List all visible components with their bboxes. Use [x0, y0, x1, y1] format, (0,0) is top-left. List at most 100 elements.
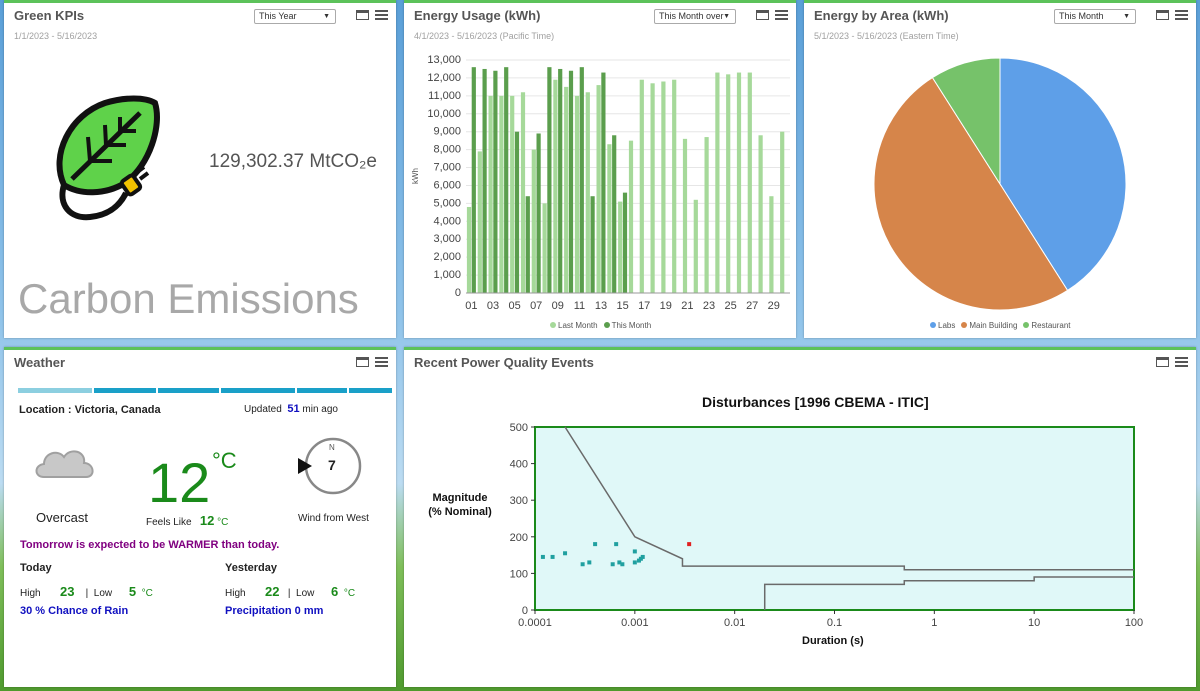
y-tick-label: 5,000	[433, 197, 461, 209]
bar-last-month	[628, 140, 634, 293]
leaf-plug-icon	[56, 95, 160, 221]
y-tick-label: 300	[510, 495, 528, 507]
period-dropdown[interactable]: This Month over ▼	[654, 9, 736, 24]
bar-this-month	[471, 67, 476, 293]
updated-value: 51	[287, 403, 300, 415]
maximize-icon[interactable]	[756, 10, 769, 20]
x-tick-label: 11	[574, 300, 585, 312]
legend-main-building: Main Building	[961, 321, 1017, 330]
chevron-down-icon: ▼	[723, 13, 730, 20]
forecast-text: Tomorrow is expected to be WARMER than t…	[20, 539, 280, 551]
x-tick-label: 25	[724, 300, 736, 312]
period-dropdown[interactable]: This Year ▼	[254, 9, 336, 24]
panel-title: Energy Usage (kWh)	[414, 8, 541, 23]
x-tick-label: 17	[638, 300, 650, 312]
date-range: 1/1/2023 - 5/16/2023	[14, 31, 98, 41]
updated-info: Updated 51 min ago	[244, 403, 338, 415]
x-tick-label: 03	[487, 300, 499, 312]
bar-this-month	[482, 68, 487, 293]
plot-area	[534, 426, 1135, 611]
event-point	[610, 562, 615, 567]
bar-last-month	[488, 95, 493, 293]
period-dropdown[interactable]: This Month ▼	[1054, 9, 1136, 24]
alert-event-point	[687, 542, 692, 547]
bar-last-month	[477, 151, 482, 293]
y-tick-label: 11,000	[428, 90, 461, 102]
bar-last-month	[693, 199, 698, 293]
menu-icon[interactable]	[1175, 10, 1188, 20]
bar-last-month	[553, 79, 558, 293]
weather-panel: Weather Location : Victoria, Canada Upda…	[4, 347, 396, 687]
cbema-chart: 0 100 200 300 400 500 0.0001 0.001 0.01 0.1 1 10 100	[510, 422, 1144, 629]
x-tick-label: 07	[530, 300, 542, 312]
bar-this-month	[590, 196, 595, 293]
bar-last-month	[585, 92, 590, 293]
y-tick-label: 7,000	[433, 162, 461, 174]
power-quality-panel: Recent Power Quality Events Disturbances…	[404, 347, 1196, 687]
bar-this-month	[547, 67, 552, 293]
maximize-icon[interactable]	[356, 357, 369, 367]
weather-color-bar	[18, 388, 392, 393]
bar-this-month	[514, 131, 520, 293]
bar-last-month	[769, 196, 774, 293]
x-tick-label: 09	[552, 300, 564, 312]
bar-last-month	[564, 86, 569, 293]
bar-last-month	[531, 149, 536, 293]
x-tick-label: 05	[508, 300, 520, 312]
precipitation: Precipitation 0 mm	[225, 605, 324, 617]
maximize-icon[interactable]	[1156, 357, 1169, 367]
legend-labs: Labs	[930, 321, 955, 330]
event-point	[620, 562, 625, 567]
energy-area-legend: Labs Main Building Restaurant	[930, 321, 1071, 330]
x-axis-label: Duration (s)	[802, 635, 864, 647]
x-tick-label: 27	[746, 300, 758, 312]
bar-this-month	[536, 133, 541, 293]
feels-like: Feels Like 12 °C	[146, 513, 229, 528]
y-axis-label: Magnitude (% Nominal)	[428, 492, 492, 518]
bar-last-month	[499, 95, 504, 293]
event-point	[632, 549, 637, 554]
y-tick-label: 13,000	[427, 54, 461, 66]
y-tick-label: 3,000	[433, 233, 461, 245]
event-point	[632, 560, 637, 565]
x-tick-label: 100	[1125, 617, 1143, 629]
today-low: 5	[128, 584, 137, 599]
maximize-icon[interactable]	[356, 10, 369, 20]
bar-this-month	[622, 192, 628, 293]
menu-icon[interactable]	[375, 357, 388, 367]
menu-icon[interactable]	[775, 10, 788, 20]
x-tick-label: 15	[616, 300, 628, 312]
y-tick-label: 4,000	[433, 215, 461, 227]
x-tick-label: 01	[465, 300, 477, 312]
bar-last-month	[650, 83, 655, 293]
y-tick-label: 500	[510, 422, 528, 434]
lower-tolerance-curve	[763, 576, 1134, 610]
bar-last-month	[510, 95, 515, 293]
x-tick-label: 0.001	[621, 617, 649, 629]
x-tick-label: 1	[931, 617, 937, 629]
y-tick-label: 0	[522, 605, 528, 617]
bar-last-month	[618, 201, 623, 293]
temperature: 12	[148, 451, 211, 514]
bar-last-month	[607, 144, 612, 293]
y-tick-label: 8,000	[433, 144, 461, 156]
menu-icon[interactable]	[375, 10, 388, 20]
bar-last-month	[747, 72, 752, 293]
menu-icon[interactable]	[1175, 357, 1188, 367]
pie-slice-main-building	[873, 76, 1069, 311]
bar-this-month	[568, 70, 574, 293]
bar-last-month	[661, 81, 666, 293]
x-tick-label: 10	[1028, 617, 1040, 629]
event-point	[550, 554, 555, 559]
y-tick-label: 6,000	[433, 179, 461, 191]
chart-title: Disturbances [1996 CBEMA - ITIC]	[702, 394, 929, 410]
wind-compass-north: N	[329, 443, 335, 452]
green-kpis-panel: Green KPIs 1/1/2023 - 5/16/2023 This Yea…	[4, 0, 396, 338]
legend-last-month: Last Month	[550, 321, 598, 330]
y-axis-label: kWh	[411, 168, 420, 184]
bar-this-month	[612, 135, 617, 293]
period-value: This Year	[259, 11, 297, 21]
today-high: 23	[60, 584, 75, 599]
today-hilo: High 23 | Low 5 °C	[20, 584, 153, 599]
maximize-icon[interactable]	[1156, 10, 1169, 20]
